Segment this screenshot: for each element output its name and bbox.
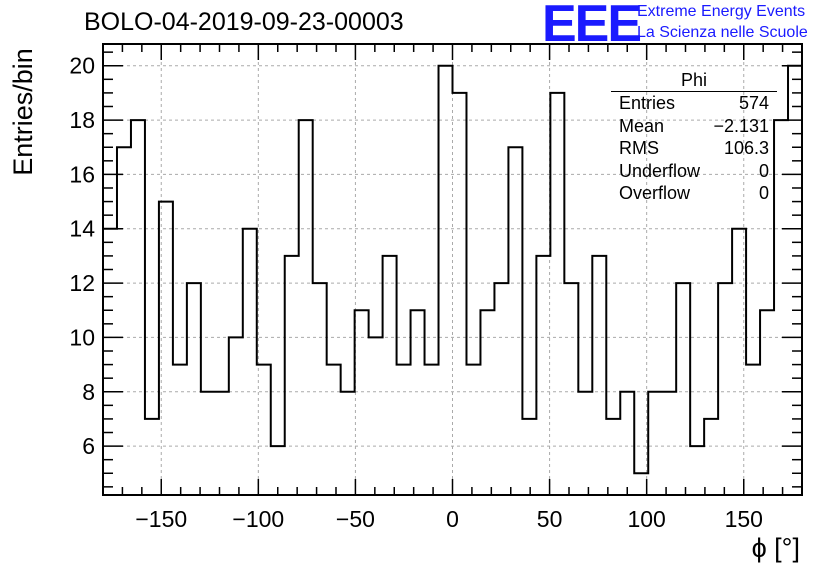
x-tick-label: 100	[627, 506, 665, 532]
stats-label: Mean	[619, 115, 665, 136]
y-tick-label: 10	[69, 324, 95, 350]
x-tick-label: 50	[537, 506, 563, 532]
histogram-bin	[676, 283, 690, 495]
x-tick-label: −100	[232, 506, 284, 532]
stats-row-entries: Entries 574	[611, 92, 777, 115]
histogram-bin	[411, 310, 425, 495]
histogram-bin	[383, 256, 397, 495]
stats-row-overflow: Overflow 0	[611, 182, 777, 205]
stats-title: Phi	[611, 70, 777, 92]
stats-box: Phi Entries 574 Mean −2.131 RMS 106.3 Un…	[611, 70, 777, 205]
histogram-bin	[648, 392, 662, 495]
histogram-bin	[145, 419, 159, 495]
x-tick-label: 150	[725, 506, 763, 532]
histogram-bin	[327, 365, 341, 495]
histogram-bin	[159, 202, 173, 495]
logo-line-1: Extreme Energy Events	[637, 3, 806, 20]
histogram-bin	[480, 310, 494, 495]
histogram-bin	[788, 66, 802, 495]
histogram-bin	[285, 256, 299, 495]
histogram-bin	[760, 310, 774, 495]
histogram-bin	[564, 283, 578, 495]
y-axis-label: Entries/bin	[8, 48, 38, 176]
stats-value: 574	[738, 93, 769, 113]
stats-value: 106.3	[723, 138, 769, 158]
histogram-bin	[215, 392, 229, 495]
stats-value: 0	[758, 183, 769, 203]
histogram-bin	[453, 93, 467, 495]
histogram-bin	[494, 283, 508, 495]
histogram-bin	[201, 392, 215, 495]
histogram-bin	[117, 147, 131, 495]
y-tick-label: 14	[69, 216, 95, 242]
histogram-bin	[341, 392, 355, 495]
histogram-bin	[243, 229, 257, 495]
stats-row-mean: Mean −2.131	[611, 115, 777, 138]
stats-label: Underflow	[619, 160, 701, 181]
y-tick-label: 12	[69, 270, 95, 296]
stats-value: 0	[758, 160, 769, 181]
histogram-bin	[257, 365, 271, 495]
histogram-bin	[704, 419, 718, 495]
histogram-bin	[536, 256, 550, 495]
histogram-bin	[313, 283, 327, 495]
histogram-bin	[662, 392, 676, 495]
histogram-bin	[173, 365, 187, 495]
histogram-bin	[397, 365, 411, 495]
x-axis-label: ϕ [°]	[752, 533, 800, 563]
histogram-bin	[355, 310, 369, 495]
y-tick-label: 20	[69, 53, 95, 79]
histogram-bin	[369, 337, 383, 495]
histogram-bin	[425, 365, 439, 495]
histogram-bin	[131, 120, 145, 495]
stats-row-underflow: Underflow 0	[611, 160, 777, 183]
histogram-bin	[522, 419, 536, 495]
x-tick-label: −50	[336, 506, 375, 532]
chart-title: BOLO-04-2019-09-23-00003	[84, 8, 404, 36]
x-tick-label: 0	[446, 506, 459, 532]
tick-marks	[102, 44, 803, 495]
logo-line-2: La Scienza nelle Scuole	[637, 24, 808, 41]
histogram-bin	[550, 93, 564, 495]
histogram-bin	[718, 283, 732, 495]
histogram-layer	[103, 64, 802, 495]
stats-label: Overflow	[619, 183, 691, 203]
stats-value: −2.131	[713, 115, 769, 136]
tick-labels: −150 −100 −50 0 50 100 150 6 8 10 12 14 16 18 20	[69, 53, 763, 532]
histogram-bin	[746, 365, 760, 495]
histogram-bin	[592, 256, 606, 495]
histogram-bin	[508, 147, 522, 495]
histogram-bin	[229, 337, 243, 495]
histogram-bin	[103, 229, 117, 495]
histogram-bin	[439, 66, 453, 495]
histogram-bin	[299, 120, 313, 495]
histogram-outline	[103, 64, 802, 475]
histogram-bin	[606, 419, 620, 495]
y-tick-label: 18	[69, 107, 95, 133]
histogram-bin	[187, 283, 201, 495]
stats-label: Entries	[619, 93, 676, 113]
histogram-bin	[578, 392, 592, 495]
histogram-bin	[690, 446, 704, 495]
x-tick-label: −150	[135, 506, 187, 532]
y-tick-label: 16	[69, 161, 95, 187]
stats-row-rms: RMS 106.3	[611, 137, 777, 160]
histogram-bin	[732, 229, 746, 495]
y-tick-label: 6	[82, 433, 95, 459]
y-tick-label: 8	[82, 379, 95, 405]
histogram-bin	[620, 392, 634, 495]
histogram-bin	[466, 365, 480, 495]
stats-label: RMS	[619, 138, 659, 158]
